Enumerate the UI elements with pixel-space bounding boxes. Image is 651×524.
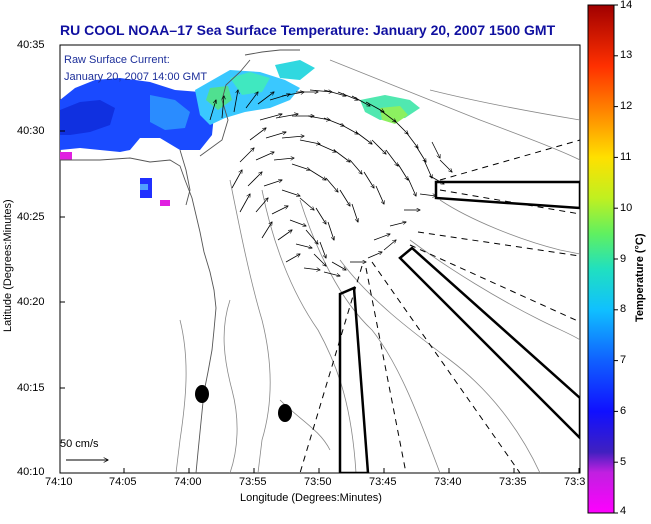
current-vectors	[209, 90, 452, 276]
y-tick-label: 40:10	[17, 466, 45, 478]
colorbar-tick-label: 14	[620, 0, 633, 11]
y-axis-label: Latitude (Degrees:Minutes)	[2, 199, 14, 332]
axis-ticks	[59, 44, 580, 474]
x-tick-label: 73:35	[499, 476, 527, 488]
y-tick-label: 40:30	[17, 125, 45, 137]
x-tick-label: 73:3	[564, 476, 586, 488]
colorbar-tick-label: 13	[620, 49, 633, 61]
colorbar-tick-label: 7	[620, 354, 627, 366]
x-tick-label: 73:45	[369, 476, 397, 488]
map-layers	[60, 49, 580, 473]
x-axis-label: Longitude (Degrees:Minutes)	[240, 492, 382, 504]
scale-label: 50 cm/s	[60, 438, 99, 450]
colorbar-tick-label: 6	[620, 405, 627, 417]
x-tick-label: 73:55	[239, 476, 267, 488]
x-tick-label: 73:50	[304, 476, 332, 488]
colorbar-label: Temperature (°C)	[634, 233, 646, 322]
colorbar	[587, 4, 615, 514]
colorbar-tick-label: 5	[620, 456, 627, 468]
colorbar-tick-label: 10	[620, 202, 633, 214]
x-tick-label: 73:40	[434, 476, 462, 488]
exclusion-zones	[338, 180, 580, 473]
y-tick-label: 40:35	[17, 39, 45, 51]
current-label: Raw Surface Current:	[64, 54, 170, 66]
y-tick-label: 40:15	[17, 382, 45, 394]
colorbar-tick-label: 12	[620, 100, 633, 112]
current-timestamp: January 20, 2007 14:00 GMT	[64, 71, 208, 83]
station-marker	[278, 404, 292, 422]
x-tick-label: 74:05	[109, 476, 137, 488]
y-tick-label: 40:25	[17, 211, 45, 223]
colorbar-tick-label: 9	[620, 253, 627, 265]
x-tick-label: 74:00	[174, 476, 202, 488]
colorbar-ticks	[614, 4, 618, 514]
bathymetry-contours	[175, 59, 580, 473]
colorbar-tick-label: 4	[620, 505, 627, 517]
y-tick-label: 40:20	[17, 296, 45, 308]
figure-title: RU COOL NOAA–17 Sea Surface Temperature:…	[60, 22, 556, 38]
x-tick-label: 74:10	[45, 476, 73, 488]
sst-field	[60, 60, 420, 206]
colorbar-tick-label: 11	[620, 151, 632, 163]
station-marker	[195, 385, 209, 403]
colorbar-tick-label: 8	[620, 303, 627, 315]
